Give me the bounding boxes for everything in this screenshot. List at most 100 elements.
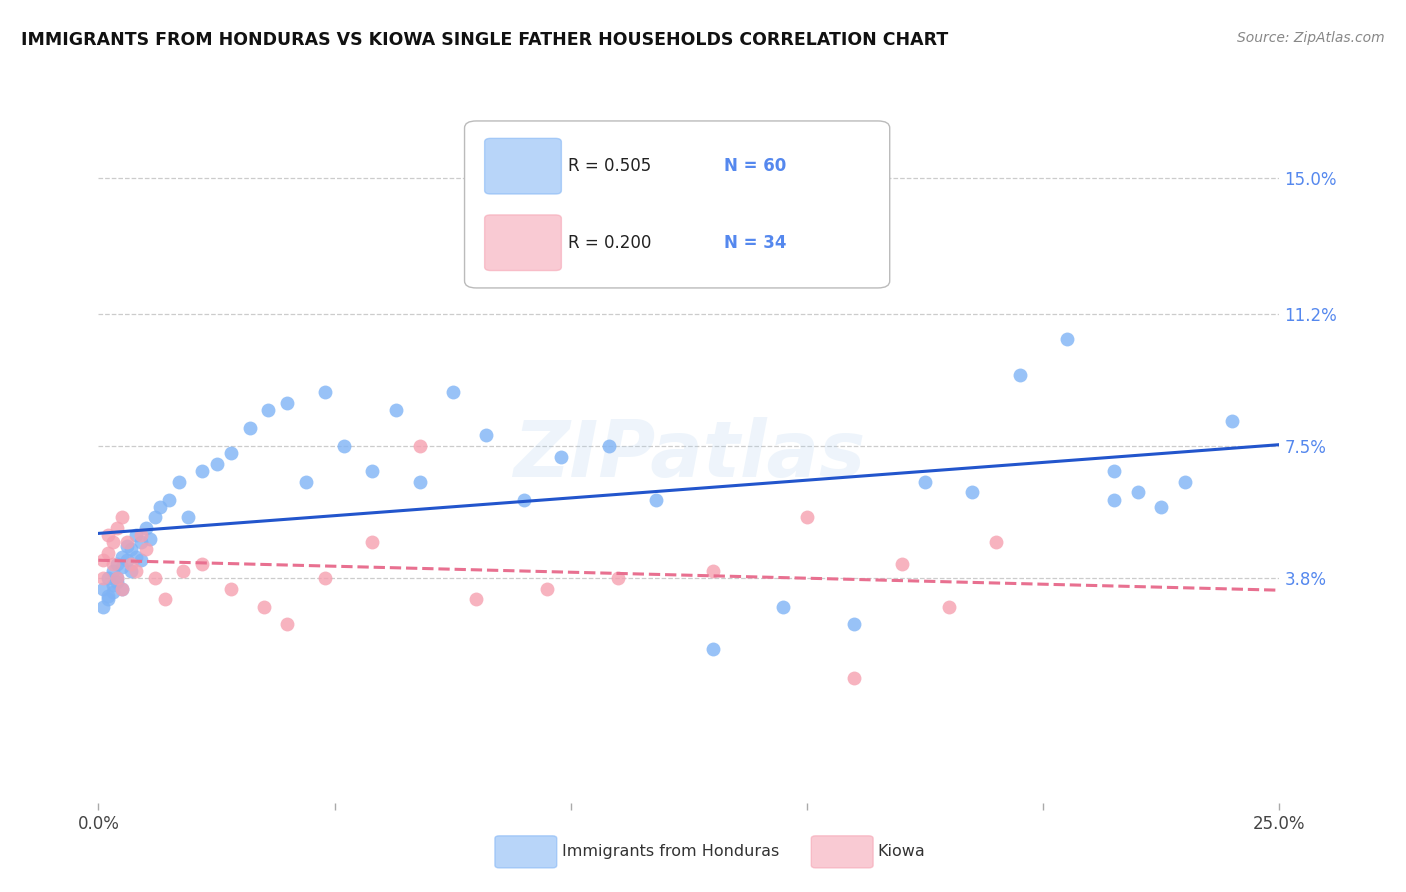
FancyBboxPatch shape — [485, 138, 561, 194]
Point — [105, 571, 128, 585]
Point — [890, 557, 912, 571]
Point — [111, 582, 134, 596]
Point — [91, 571, 114, 585]
Point — [512, 492, 534, 507]
Point — [536, 582, 558, 596]
Point — [984, 535, 1007, 549]
Point — [191, 464, 214, 478]
Point — [177, 510, 200, 524]
Point — [115, 553, 138, 567]
Point — [121, 564, 143, 578]
Point — [91, 553, 114, 567]
Point — [167, 475, 190, 489]
Point — [276, 617, 298, 632]
Text: ZIPatlas: ZIPatlas — [513, 417, 865, 493]
Point — [97, 528, 120, 542]
Point — [115, 539, 138, 553]
Point — [702, 564, 724, 578]
Point — [938, 599, 960, 614]
Point — [135, 521, 157, 535]
Point — [143, 571, 166, 585]
Point — [105, 571, 128, 585]
Point — [408, 439, 430, 453]
Point — [135, 542, 157, 557]
Point — [1220, 414, 1243, 428]
Point — [314, 571, 336, 585]
Text: N = 34: N = 34 — [724, 234, 787, 252]
Point — [441, 385, 464, 400]
Point — [105, 574, 128, 589]
Point — [1008, 368, 1031, 382]
Point — [125, 564, 148, 578]
Point — [844, 671, 866, 685]
Point — [143, 510, 166, 524]
Point — [408, 475, 430, 489]
Point — [101, 535, 124, 549]
Point — [1056, 332, 1078, 346]
Point — [139, 532, 162, 546]
Point — [125, 549, 148, 564]
Point — [219, 446, 242, 460]
Point — [101, 578, 124, 592]
Point — [101, 564, 124, 578]
Text: R = 0.505: R = 0.505 — [568, 157, 652, 175]
Point — [129, 535, 152, 549]
Text: Immigrants from Honduras: Immigrants from Honduras — [562, 845, 780, 859]
Point — [465, 592, 488, 607]
Point — [129, 528, 152, 542]
Point — [844, 617, 866, 632]
Point — [239, 421, 262, 435]
Point — [101, 557, 124, 571]
Point — [111, 560, 134, 574]
Point — [253, 599, 276, 614]
Point — [702, 642, 724, 657]
Point — [157, 492, 180, 507]
Point — [1150, 500, 1173, 514]
Point — [111, 510, 134, 524]
Text: R = 0.200: R = 0.200 — [568, 234, 652, 252]
Point — [772, 599, 794, 614]
Point — [111, 549, 134, 564]
Point — [1102, 464, 1125, 478]
Point — [295, 475, 318, 489]
Point — [333, 439, 356, 453]
Point — [475, 428, 498, 442]
Point — [121, 542, 143, 557]
Text: Kiowa: Kiowa — [877, 845, 925, 859]
Point — [121, 557, 143, 571]
Point — [97, 592, 120, 607]
Point — [962, 485, 984, 500]
Point — [129, 553, 152, 567]
Point — [97, 589, 120, 603]
Point — [1102, 492, 1125, 507]
FancyBboxPatch shape — [464, 121, 890, 288]
Point — [153, 592, 176, 607]
Point — [796, 510, 818, 524]
Point — [314, 385, 336, 400]
Point — [149, 500, 172, 514]
Text: Source: ZipAtlas.com: Source: ZipAtlas.com — [1237, 31, 1385, 45]
Point — [97, 571, 120, 585]
Point — [550, 450, 572, 464]
Point — [172, 564, 194, 578]
Point — [257, 403, 280, 417]
Point — [97, 546, 120, 560]
Point — [191, 557, 214, 571]
Point — [105, 557, 128, 571]
Point — [361, 464, 384, 478]
Text: IMMIGRANTS FROM HONDURAS VS KIOWA SINGLE FATHER HOUSEHOLDS CORRELATION CHART: IMMIGRANTS FROM HONDURAS VS KIOWA SINGLE… — [21, 31, 948, 49]
Point — [91, 582, 114, 596]
Point — [91, 599, 114, 614]
Point — [598, 439, 620, 453]
Point — [914, 475, 936, 489]
Point — [361, 535, 384, 549]
Text: N = 60: N = 60 — [724, 157, 786, 175]
Point — [115, 535, 138, 549]
Point — [276, 396, 298, 410]
Point — [385, 403, 408, 417]
Point — [607, 571, 630, 585]
FancyBboxPatch shape — [485, 215, 561, 270]
Point — [205, 457, 228, 471]
Point — [125, 528, 148, 542]
Point — [219, 582, 242, 596]
